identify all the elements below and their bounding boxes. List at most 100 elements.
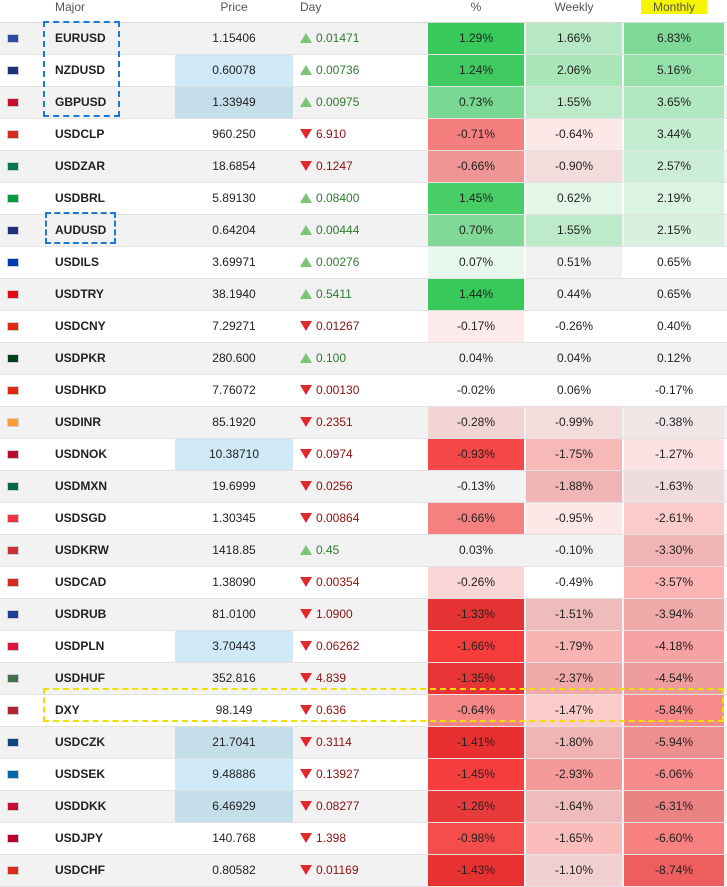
table-row[interactable]: USDHUF 352.816 4.839 -1.35% -2.37% -4.54% — [0, 663, 727, 695]
symbol-link[interactable]: USDCZK — [55, 735, 105, 749]
symbol-link[interactable]: USDZAR — [55, 159, 105, 173]
symbol-link[interactable]: USDINR — [55, 415, 102, 429]
arrow-down-icon — [300, 640, 312, 651]
symbol-link[interactable]: USDRUB — [55, 607, 107, 621]
table-row[interactable]: USDSGD 1.30345 0.00864 -0.66% -0.95% -2.61% — [0, 503, 727, 535]
flag-icon — [7, 546, 19, 555]
table-row[interactable]: GBPUSD 1.33949 0.00975 0.73% 1.55% 3.65% — [0, 87, 727, 119]
symbol-link[interactable]: USDMXN — [55, 479, 108, 493]
table-row[interactable]: USDINR 85.1920 0.2351 -0.28% -0.99% -0.38% — [0, 407, 727, 439]
column-header-major[interactable]: Major — [55, 0, 86, 14]
table-row[interactable]: USDZAR 18.6854 0.1247 -0.66% -0.90% 2.57% — [0, 151, 727, 183]
symbol-link[interactable]: NZDUSD — [55, 63, 105, 77]
price-cell: 3.70443 — [175, 631, 293, 662]
symbol-link[interactable]: GBPUSD — [55, 95, 107, 109]
table-row[interactable]: USDCNY 7.29271 0.01267 -0.17% -0.26% 0.40% — [0, 311, 727, 343]
table-row[interactable]: EURUSD 1.15406 0.01471 1.29% 1.66% 6.83% — [0, 23, 727, 55]
price-cell: 10.38710 — [175, 439, 293, 470]
day-change-cell: 0.01169 — [300, 855, 359, 886]
table-row[interactable]: USDKRW 1418.85 0.45 0.03% -0.10% -3.30% — [0, 535, 727, 567]
table-row[interactable]: USDCHF 0.80582 0.01169 -1.43% -1.10% -8.74% — [0, 855, 727, 887]
table-row[interactable]: NZDUSD 0.60078 0.00736 1.24% 2.06% 5.16% — [0, 55, 727, 87]
arrow-down-icon — [300, 800, 312, 811]
percent-cell: -1.43% — [428, 855, 524, 886]
table-row[interactable]: DXY 98.149 0.636 -0.64% -1.47% -5.84% — [0, 695, 727, 727]
price-cell: 280.600 — [212, 351, 256, 365]
symbol-link[interactable]: USDNOK — [55, 447, 108, 461]
table-row[interactable]: USDHKD 7.76072 0.00130 -0.02% 0.06% -0.17% — [0, 375, 727, 407]
table-row[interactable]: USDSEK 9.48886 0.13927 -1.45% -2.93% -6.06% — [0, 759, 727, 791]
arrow-down-icon — [300, 448, 312, 459]
table-row[interactable]: USDDKK 6.46929 0.08277 -1.26% -1.64% -6.31% — [0, 791, 727, 823]
column-header-monthly[interactable]: Monthly — [641, 0, 707, 14]
percent-cell: -0.66% — [428, 151, 524, 182]
table-row[interactable]: AUDUSD 0.64204 0.00444 0.70% 1.55% 2.15% — [0, 215, 727, 247]
symbol-link[interactable]: USDHUF — [55, 671, 105, 685]
day-change-value: 0.06262 — [316, 639, 360, 653]
percent-cell: 1.44% — [428, 279, 524, 310]
day-change-value: 0.00975 — [316, 95, 360, 109]
day-change-value: 0.13927 — [316, 767, 360, 781]
symbol-link[interactable]: USDDKK — [55, 799, 107, 813]
weekly-cell: 2.06% — [526, 55, 622, 86]
table-row[interactable]: USDILS 3.69971 0.00276 0.07% 0.51% 0.65% — [0, 247, 727, 279]
day-change-cell: 0.00444 — [300, 215, 359, 246]
symbol-link[interactable]: USDCNY — [55, 319, 106, 333]
price-cell: 38.1940 — [212, 287, 256, 301]
symbol-link[interactable]: USDKRW — [55, 543, 109, 557]
day-change-cell: 0.00736 — [300, 55, 359, 86]
table-row[interactable]: USDCLP 960.250 6.910 -0.71% -0.64% 3.44% — [0, 119, 727, 151]
table-row[interactable]: USDRUB 81.0100 1.0900 -1.33% -1.51% -3.94% — [0, 599, 727, 631]
column-header-weekly[interactable]: Weekly — [554, 0, 594, 14]
symbol-link[interactable]: USDSEK — [55, 767, 106, 781]
symbol-link[interactable]: USDJPY — [55, 831, 104, 845]
monthly-cell: -0.38% — [624, 407, 724, 438]
percent-cell: -0.02% — [428, 375, 524, 406]
percent-cell: 0.07% — [428, 247, 524, 278]
day-change-cell: 0.3114 — [300, 727, 352, 758]
column-header-percent[interactable]: % — [470, 0, 482, 14]
symbol-link[interactable]: DXY — [55, 703, 80, 717]
table-row[interactable]: USDPLN 3.70443 0.06262 -1.66% -1.79% -4.18% — [0, 631, 727, 663]
monthly-cell: 0.12% — [624, 343, 724, 374]
table-row[interactable]: USDNOK 10.38710 0.0974 -0.93% -1.75% -1.27% — [0, 439, 727, 471]
symbol-link[interactable]: EURUSD — [55, 31, 106, 45]
day-change-value: 1.398 — [316, 831, 347, 845]
arrow-down-icon — [300, 608, 312, 619]
table-row[interactable]: USDBRL 5.89130 0.08400 1.45% 0.62% 2.19% — [0, 183, 727, 215]
symbol-link[interactable]: USDSGD — [55, 511, 107, 525]
symbol-link[interactable]: USDTRY — [55, 287, 104, 301]
day-change-value: 0.2351 — [316, 415, 353, 429]
price-cell: 1418.85 — [212, 543, 256, 557]
monthly-cell: 2.15% — [624, 215, 724, 246]
symbol-link[interactable]: USDHKD — [55, 383, 107, 397]
table-body: EURUSD 1.15406 0.01471 1.29% 1.66% 6.83% NZDUS… — [0, 23, 727, 887]
symbol-link[interactable]: USDILS — [55, 255, 100, 269]
symbol-link[interactable]: AUDUSD — [55, 223, 107, 237]
column-header-price[interactable]: Price — [220, 0, 248, 14]
day-change-cell: 0.08400 — [300, 183, 359, 214]
symbol-link[interactable]: USDCLP — [55, 127, 105, 141]
price-cell: 7.76072 — [212, 383, 256, 397]
table-row[interactable]: USDCZK 21.7041 0.3114 -1.41% -1.80% -5.94% — [0, 727, 727, 759]
symbol-link[interactable]: USDPKR — [55, 351, 106, 365]
day-change-cell: 0.00130 — [300, 375, 359, 406]
table-row[interactable]: USDPKR 280.600 0.100 0.04% 0.04% 0.12% — [0, 343, 727, 375]
symbol-link[interactable]: USDCHF — [55, 863, 105, 877]
table-row[interactable]: USDTRY 38.1940 0.5411 1.44% 0.44% 0.65% — [0, 279, 727, 311]
column-header-day[interactable]: Day — [300, 0, 322, 14]
flag-icon — [7, 194, 19, 203]
table-row[interactable]: USDCAD 1.38090 0.00354 -0.26% -0.49% -3.57% — [0, 567, 727, 599]
arrow-down-icon — [300, 704, 312, 715]
table-row[interactable]: USDJPY 140.768 1.398 -0.98% -1.65% -6.60% — [0, 823, 727, 855]
symbol-link[interactable]: USDPLN — [55, 639, 105, 653]
symbol-link[interactable]: USDCAD — [55, 575, 107, 589]
monthly-cell: -1.63% — [624, 471, 724, 502]
price-cell: 1.38090 — [212, 575, 256, 589]
arrow-up-icon — [300, 96, 312, 107]
weekly-cell: -0.26% — [526, 311, 622, 342]
day-change-cell: 4.839 — [300, 663, 346, 694]
table-row[interactable]: USDMXN 19.6999 0.0256 -0.13% -1.88% -1.63% — [0, 471, 727, 503]
arrow-up-icon — [300, 352, 312, 363]
symbol-link[interactable]: USDBRL — [55, 191, 105, 205]
